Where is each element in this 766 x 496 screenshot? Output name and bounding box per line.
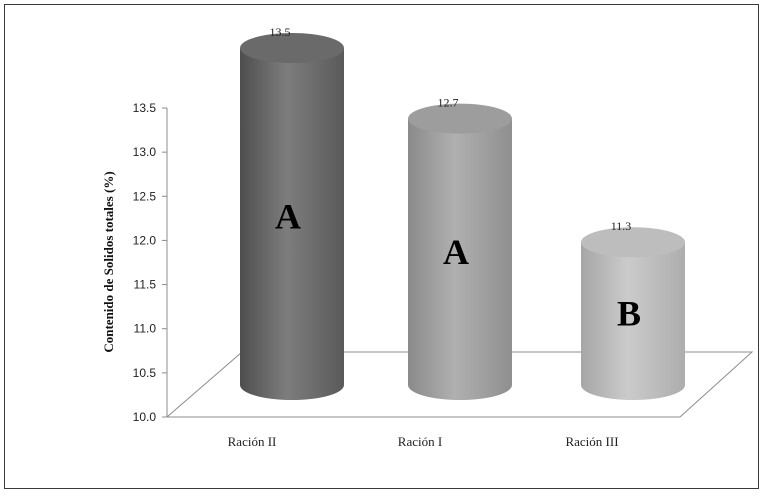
bar-2: 12.7 A Ración I [398, 96, 512, 449]
y-tick-label: 10.5 [133, 366, 157, 380]
bar-body [581, 242, 685, 400]
y-tick-label: 13.5 [133, 101, 157, 115]
group-letter: A [443, 232, 469, 272]
bars-group: 13.5 A Ración II 12.7 A Ración I 11.3 B Ración I… [228, 25, 685, 449]
group-letter: B [617, 294, 641, 334]
bar-top [240, 33, 344, 63]
bar-body [408, 118, 512, 400]
bar-top [408, 103, 512, 134]
bar-1: 13.5 A Ración II [228, 25, 344, 449]
x-tick-label: Ración I [398, 434, 442, 449]
data-label: 12.7 [438, 96, 459, 110]
y-tick-label: 10.0 [133, 410, 157, 424]
y-tick-label: 13.0 [133, 145, 157, 159]
y-tick-label: 11.5 [134, 278, 157, 292]
y-axis-label: Contenido de Solidos totales (%) [101, 171, 116, 352]
y-axis-ticks: 10.0 10.5 11.0 11.5 12.0 12.5 13.0 13.5 [133, 101, 167, 424]
y-tick-label: 12.5 [133, 189, 157, 203]
data-label: 13.5 [270, 25, 291, 39]
x-tick-label: Ración II [228, 434, 277, 449]
chart-floor [165, 351, 754, 418]
x-tick-label: Ración III [565, 434, 618, 449]
y-tick-label: 12.0 [133, 233, 157, 247]
bar-body [240, 48, 344, 400]
y-tick-label: 11.0 [134, 322, 157, 336]
bar-3: 11.3 B Ración III [565, 219, 685, 449]
group-letter: A [275, 197, 301, 237]
data-label: 11.3 [611, 219, 632, 233]
bar-top [581, 227, 685, 258]
